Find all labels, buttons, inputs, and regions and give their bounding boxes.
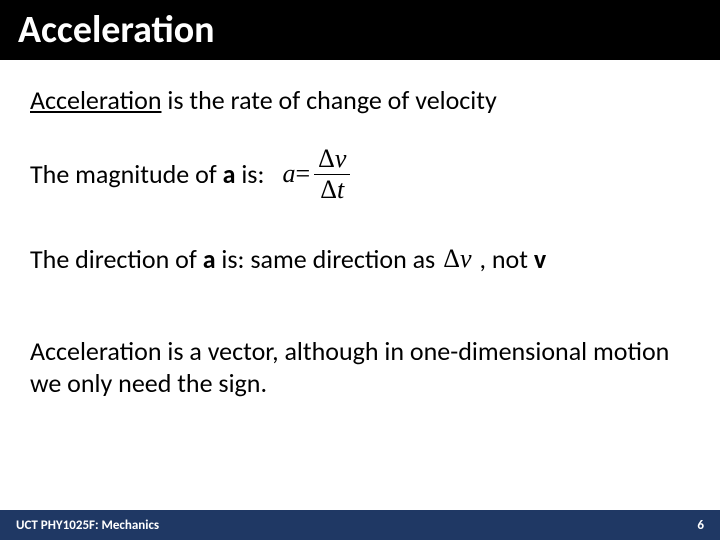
magnitude-post: is:	[235, 158, 264, 190]
direction-post1: , not	[480, 243, 534, 275]
vector-note-line: Acceleration is a vector, although in on…	[30, 335, 690, 400]
magnitude-line: The magnitude of a is: a = Δv Δt	[30, 145, 690, 205]
magnitude-pre: The magnitude of	[30, 158, 223, 190]
direction-symbol-a: a	[203, 243, 216, 275]
slide-content: Acceleration is the rate of change of ve…	[0, 60, 720, 400]
formula-numerator: Δv	[314, 145, 350, 174]
footer-course: UCT PHY1025F: Mechanics	[16, 518, 159, 533]
acceleration-formula: a = Δv Δt	[282, 145, 354, 205]
denominator-var: t	[337, 175, 344, 204]
numerator-var: v	[335, 144, 347, 173]
dv-delta: Δ	[443, 244, 460, 273]
formula-denominator: Δt	[316, 176, 348, 205]
slide-footer: UCT PHY1025F: Mechanics 6	[0, 510, 720, 540]
magnitude-text: The magnitude of a is:	[30, 158, 264, 191]
direction-pre: The direction of	[30, 243, 203, 275]
delta-v-inline: Δv	[443, 244, 471, 274]
formula-lhs: a	[282, 158, 295, 191]
title-bar: Acceleration	[0, 0, 720, 60]
definition-line: Acceleration is the rate of change of ve…	[30, 84, 690, 117]
direction-text-2: , not v	[480, 243, 547, 275]
slide-title: Acceleration	[18, 7, 215, 53]
vector-note-text: Acceleration is a vector, although in on…	[30, 335, 669, 400]
direction-symbol-v: v	[534, 243, 546, 275]
direction-text-1: The direction of a is: same direction as	[30, 243, 435, 275]
direction-line: The direction of a is: same direction as…	[30, 243, 690, 275]
denominator-delta: Δ	[320, 175, 337, 204]
definition-subject: Acceleration	[30, 84, 161, 116]
dv-var: v	[460, 244, 472, 273]
formula-eq: =	[295, 158, 310, 191]
direction-mid: is: same direction as	[216, 243, 436, 275]
magnitude-symbol: a	[223, 158, 236, 190]
formula-fraction: Δv Δt	[314, 145, 350, 205]
definition-rest: is the rate of change of velocity	[161, 84, 496, 116]
footer-page-number: 6	[697, 518, 704, 533]
numerator-delta: Δ	[318, 144, 335, 173]
